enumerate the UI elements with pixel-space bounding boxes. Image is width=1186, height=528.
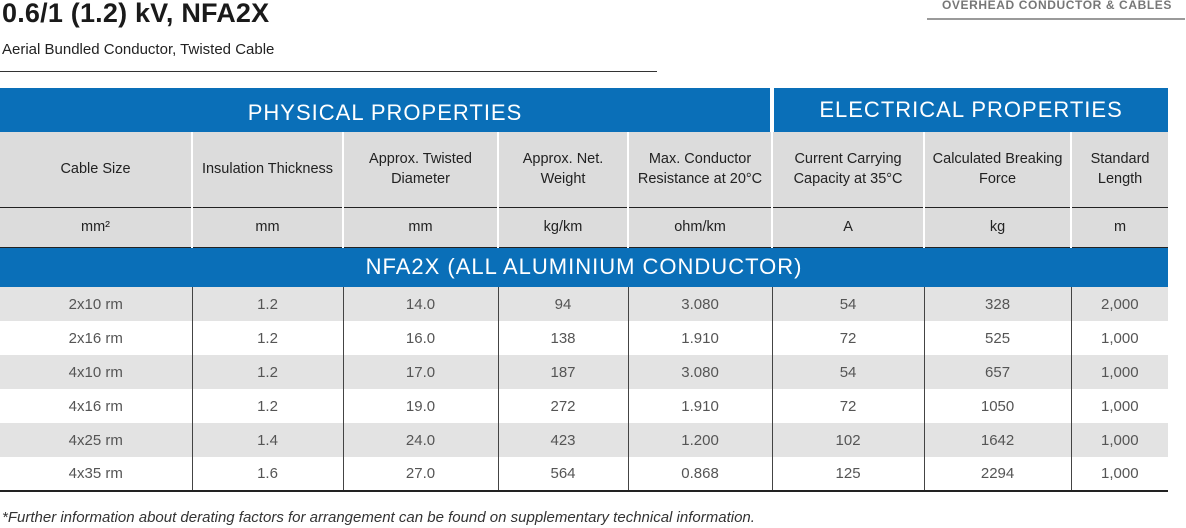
specifications-table: PHYSICAL PROPERTIES ELECTRICAL PROPERTIE… <box>0 88 1169 492</box>
table-cell: 3.080 <box>627 287 773 321</box>
column-header: Max. Conductor Resistance at 20°C <box>626 132 774 207</box>
table-cell: 4x35 rm <box>0 457 192 492</box>
table-cell: 24.0 <box>342 423 498 457</box>
table-cell: 54 <box>771 355 925 389</box>
page-title: 0.6/1 (1.2) kV, NFA2X <box>2 0 270 28</box>
table-cell: 4x16 rm <box>0 389 192 423</box>
table-cell: 14.0 <box>342 287 498 321</box>
unit-cell: kg/km <box>497 206 628 247</box>
table-cell: 94 <box>497 287 628 321</box>
table-cell: 1,000 <box>1070 321 1169 355</box>
table-cell: 525 <box>923 321 1072 355</box>
table-cell: 4x25 rm <box>0 423 192 457</box>
footnote: *Further information about derating fact… <box>2 509 755 526</box>
table-cell: 1.2 <box>191 355 343 389</box>
table-cell: 72 <box>771 389 925 423</box>
unit-cell: mm <box>191 206 343 247</box>
table-cell: 27.0 <box>342 457 498 492</box>
table-cell: 1.910 <box>627 389 773 423</box>
table-cell: 1.200 <box>627 423 773 457</box>
unit-cell: A <box>771 206 925 247</box>
table-cell: 657 <box>923 355 1072 389</box>
unit-cell: mm <box>342 206 498 247</box>
category-divider <box>927 18 1185 20</box>
unit-cell: ohm/km <box>626 206 774 247</box>
table-cell: 423 <box>497 423 628 457</box>
table-row: 4x35 rm 1.6 27.0 564 0.868 125 2294 1,00… <box>0 457 1169 492</box>
column-header: Approx. Net. Weight <box>497 132 628 207</box>
category-label: OVERHEAD CONDUCTOR & CABLES <box>942 0 1172 12</box>
table-cell: 328 <box>923 287 1072 321</box>
column-header: Current Carrying Capacity at 35°C <box>771 132 925 207</box>
table-cell: 1,000 <box>1070 423 1169 457</box>
table-cell: 1.2 <box>191 321 343 355</box>
table-cell: 125 <box>771 457 925 492</box>
table-cell: 1.2 <box>191 389 343 423</box>
table-cell: 17.0 <box>342 355 498 389</box>
table-cell: 3.080 <box>627 355 773 389</box>
column-header: Approx. Twisted Diameter <box>342 132 498 207</box>
table-cell: 1050 <box>923 389 1072 423</box>
table-cell: 2294 <box>923 457 1072 492</box>
column-header-row: Cable Size Insulation Thickness Approx. … <box>0 132 1169 207</box>
table-row: 2x10 rm 1.2 14.0 94 3.080 54 328 2,000 <box>0 287 1169 321</box>
table-cell: 1,000 <box>1070 355 1169 389</box>
table-row: 4x16 rm 1.2 19.0 272 1.910 72 1050 1,000 <box>0 389 1169 423</box>
electrical-properties-header: ELECTRICAL PROPERTIES <box>772 88 1169 132</box>
table-cell: 2,000 <box>1070 287 1169 321</box>
table-cell: 564 <box>497 457 628 492</box>
table-row: 2x16 rm 1.2 16.0 138 1.910 72 525 1,000 <box>0 321 1169 355</box>
table-row: 4x10 rm 1.2 17.0 187 3.080 54 657 1,000 <box>0 355 1169 389</box>
table-cell: 1.910 <box>627 321 773 355</box>
table-cell: 1.6 <box>191 457 343 492</box>
unit-cell: kg <box>923 206 1072 247</box>
table-cell: 1642 <box>923 423 1072 457</box>
table-cell: 1,000 <box>1070 457 1169 492</box>
table-cell: 72 <box>771 321 925 355</box>
table-cell: 2x16 rm <box>0 321 192 355</box>
column-header: Cable Size <box>0 132 192 207</box>
table-cell: 1.2 <box>191 287 343 321</box>
column-header: Calculated Breaking Force <box>923 132 1072 207</box>
unit-cell: mm² <box>0 206 192 247</box>
table-cell: 2x10 rm <box>0 287 192 321</box>
table-cell: 138 <box>497 321 628 355</box>
unit-cell: m <box>1070 206 1169 247</box>
table-cell: 1,000 <box>1070 389 1169 423</box>
unit-row: mm² mm mm kg/km ohm/km A kg m <box>0 206 1169 247</box>
table-cell: 19.0 <box>342 389 498 423</box>
title-divider <box>0 71 657 72</box>
column-header: Standard Length <box>1070 132 1169 207</box>
column-header: Insulation Thickness <box>191 132 343 207</box>
table-cell: 187 <box>497 355 628 389</box>
physical-properties-header: PHYSICAL PROPERTIES <box>0 88 775 132</box>
table-cell: 16.0 <box>342 321 498 355</box>
table-cell: 272 <box>497 389 628 423</box>
table-row: 4x25 rm 1.4 24.0 423 1.200 102 1642 1,00… <box>0 423 1169 457</box>
section-header: NFA2X (ALL ALUMINIUM CONDUCTOR) <box>0 246 1169 287</box>
table-cell: 54 <box>771 287 925 321</box>
table-cell: 102 <box>771 423 925 457</box>
table-cell: 4x10 rm <box>0 355 192 389</box>
table-cell: 1.4 <box>191 423 343 457</box>
table-cell: 0.868 <box>627 457 773 492</box>
page-subtitle: Aerial Bundled Conductor, Twisted Cable <box>2 41 275 58</box>
